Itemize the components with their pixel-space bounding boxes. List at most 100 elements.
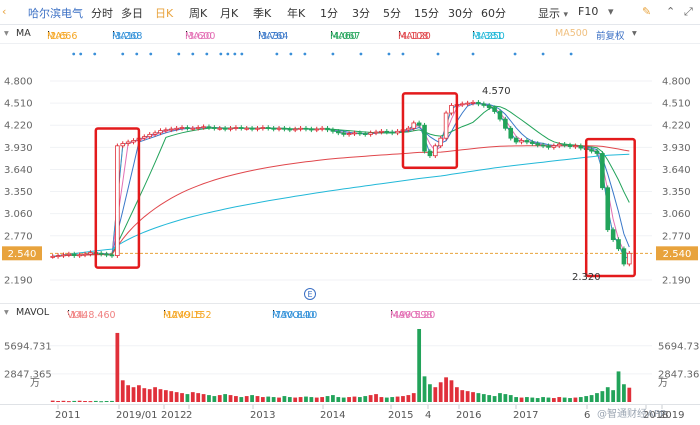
tab-multi-day[interactable]: 多日 [121, 7, 143, 20]
candle-body [88, 252, 93, 255]
event-dot [275, 52, 279, 56]
volume-bar [363, 396, 368, 402]
candle-body [174, 127, 179, 130]
marker-e-label: E [307, 290, 312, 299]
time-axis: 2011 2019/01 2012 2 2013 2014 2015 4 2016 2017 6 20… [0, 404, 700, 421]
volume-bar [460, 390, 465, 402]
volume-tick-label-right: 2847.365 [658, 369, 700, 380]
volume-tick-label-left: 2847.365 [4, 369, 52, 380]
f10-button[interactable]: F10 [578, 5, 599, 18]
tab-15min[interactable]: 15分 [414, 7, 439, 20]
tab-30min[interactable]: 30分 [448, 7, 473, 20]
time-tick-label: 2012 [161, 410, 186, 421]
volume-bar [61, 400, 66, 402]
volume-bar [557, 397, 562, 402]
candle-body [513, 137, 519, 143]
tab-3min[interactable]: 3分 [352, 7, 370, 20]
tab-weekly-k[interactable]: 周K [189, 7, 208, 20]
candle-body [120, 143, 126, 147]
candle-body [373, 131, 379, 134]
marker-e[interactable]: E [304, 288, 316, 300]
volume-bar [104, 401, 109, 403]
ma-label: MA [16, 28, 31, 39]
volume-bar [99, 401, 104, 403]
chevron-up-icon[interactable]: ⌃ [666, 5, 676, 18]
volume-bar [417, 328, 422, 402]
mavol-label: MAVOL [16, 307, 50, 318]
candle-body [427, 150, 433, 157]
candle-body [481, 103, 487, 106]
event-dot [149, 52, 153, 56]
event-dot [387, 52, 391, 56]
time-tick-label: 2018 [643, 410, 668, 421]
candle-body [282, 127, 287, 130]
candle-body [158, 130, 163, 134]
chevron-down-icon[interactable]: ▾ [608, 5, 614, 18]
candle-body [185, 127, 190, 129]
ma20-value: 3.600 [188, 31, 216, 42]
volume-bar [72, 400, 77, 402]
collapse-icon[interactable]: ▾ [4, 307, 9, 318]
volume-bar [147, 389, 152, 402]
pencil-icon[interactable]: ✎ [642, 5, 652, 18]
tab-intraday[interactable]: 分时 [91, 7, 113, 20]
price-grid [50, 52, 652, 281]
adjust-dropdown[interactable]: 前复权 [596, 31, 625, 42]
candle-body [61, 254, 66, 257]
volume-bar [465, 391, 470, 402]
candle-body [195, 127, 201, 129]
volume-bar [492, 396, 497, 402]
candle-body [271, 127, 276, 130]
volume-bar [234, 396, 238, 402]
volume-bar [131, 387, 136, 402]
candle-body [422, 124, 427, 152]
candle-body [438, 137, 443, 147]
volume-bar [309, 397, 314, 402]
price-tick-label-right: 4.510 [662, 99, 691, 110]
display-menu[interactable]: 显示 ▾ [538, 5, 568, 21]
tab-5min[interactable]: 5分 [383, 7, 401, 20]
volume-bar [374, 394, 378, 402]
volume-bar [201, 394, 206, 402]
time-tick-label: 2015 [388, 410, 413, 421]
volume-bar [541, 397, 545, 402]
candle-body [82, 253, 88, 256]
candle-body [341, 132, 346, 135]
tab-daily-k[interactable]: 日K [155, 7, 174, 20]
candle-body [589, 149, 594, 152]
chevron-left-icon[interactable]: ‹ [2, 5, 7, 18]
tab-quarterly-k[interactable]: 季K [253, 7, 272, 20]
volume-bar [271, 397, 276, 402]
collapse-icon[interactable]: ▾ [4, 28, 9, 39]
volume-bar [260, 397, 265, 402]
tab-1min[interactable]: 1分 [320, 7, 338, 20]
tab-monthly-k[interactable]: 月K [220, 7, 239, 20]
candle-body [168, 128, 174, 131]
volume-bar [498, 393, 502, 402]
volume-bar [239, 397, 244, 402]
volume-bar [449, 380, 454, 402]
volume-bar [508, 395, 513, 402]
chevron-down-icon[interactable]: ▾ [632, 28, 637, 39]
candle-body [551, 145, 557, 148]
candle-body [406, 127, 411, 131]
volume-bar [384, 397, 389, 402]
price-tick-label-left: 4.220 [4, 121, 33, 132]
stock-name[interactable]: 哈尔滨电气 [28, 7, 83, 20]
candle-body [492, 107, 497, 112]
volume-bar [551, 398, 556, 402]
candle-body [524, 140, 530, 143]
candle-body [497, 111, 503, 120]
time-tick-label: 2011 [55, 410, 80, 421]
candle-body [540, 144, 546, 147]
candle-body [600, 153, 605, 189]
mavol10-legend: MAVOL10: 730.840 [272, 307, 318, 321]
tab-60min[interactable]: 60分 [481, 7, 506, 20]
ma500-legend: MA500 [555, 28, 588, 39]
highlight-box-2 [401, 92, 459, 169]
volume-bar [158, 389, 163, 402]
fullscreen-icon[interactable]: ⤢ [684, 5, 693, 18]
event-dot [331, 52, 335, 56]
tab-yearly-k[interactable]: 年K [287, 7, 306, 20]
